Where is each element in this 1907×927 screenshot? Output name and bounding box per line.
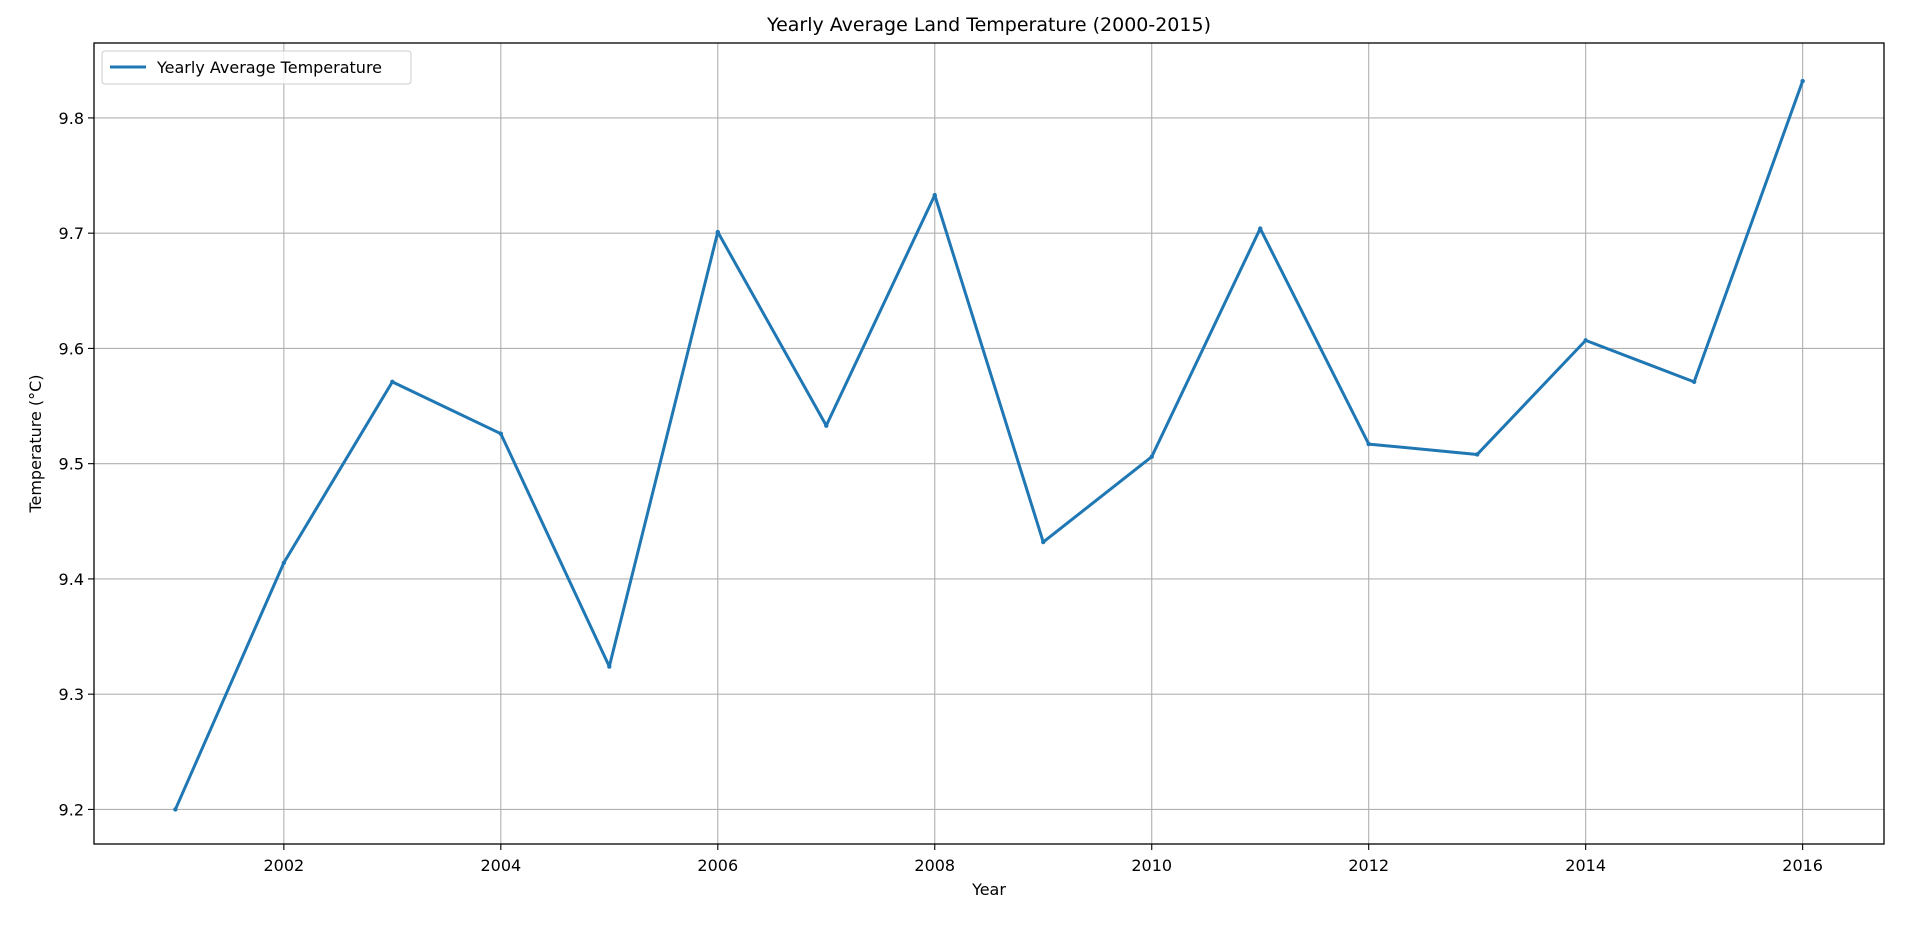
data-point [1474,452,1480,457]
x-axis-label: Year [971,880,1006,899]
x-tick-label: 2006 [697,856,738,875]
plot-frame [93,42,1885,845]
chart-title: Yearly Average Land Temperature (2000-20… [766,14,1211,36]
data-point [390,379,395,385]
data-point [932,192,937,198]
y-tick-label: 9.7 [59,224,84,243]
series-line [173,80,1805,811]
y-tick-label: 9.8 [59,109,84,128]
data-point [824,423,829,428]
y-axis-label: Temperature (°C) [26,374,45,513]
y-tick-label: 9.6 [59,339,84,358]
grid-lines [94,43,1884,844]
legend-entry-label: Yearly Average Temperature [156,58,382,77]
axis-ticks: 2002 2004 2006 2008 2010 2012 2014 2016 9.2 9.3 9.… [59,109,1823,875]
data-point [1041,539,1046,545]
y-tick-label: 9.3 [59,685,84,704]
data-point [173,807,178,812]
x-tick-label: 2014 [1565,856,1606,875]
y-tick-label: 9.2 [59,800,84,819]
legend-box [101,50,412,85]
data-point [1583,338,1588,343]
x-tick-label: 2012 [1348,856,1389,875]
series-layer [173,78,1805,812]
data-point [281,560,287,565]
data-point [1149,454,1154,459]
data-point [715,229,720,235]
legend: Yearly Average Temperature [101,50,412,85]
data-point [1366,441,1371,447]
x-tick-label: 2004 [480,856,521,875]
y-tick-label: 9.4 [59,570,84,589]
data-point [607,664,612,669]
x-tick-label: 2016 [1782,856,1823,875]
data-point [1691,379,1697,385]
y-tick-label: 9.5 [59,455,84,474]
data-point [1800,78,1805,84]
x-tick-label: 2010 [1131,856,1172,875]
data-point [1258,226,1263,231]
data-point [498,431,504,436]
x-tick-label: 2008 [914,856,955,875]
x-tick-label: 2002 [263,856,304,875]
